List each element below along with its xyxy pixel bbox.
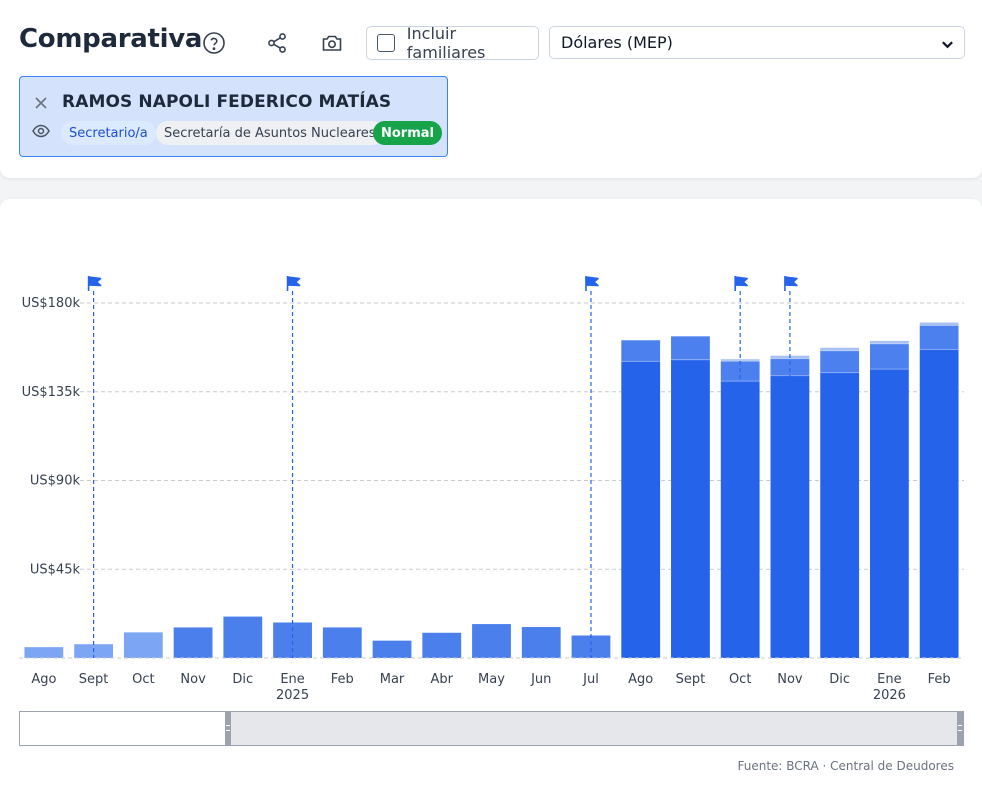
bar-minor	[869, 340, 909, 344]
role-badge: Secretario/a	[61, 121, 156, 145]
range-slider[interactable]	[19, 711, 964, 746]
currency-select[interactable]: Dólares (MEP)	[549, 26, 965, 59]
range-slider-right-handle[interactable]	[957, 712, 963, 745]
help-circle-icon[interactable]	[201, 30, 227, 56]
flag-icon	[286, 276, 301, 291]
bar-base	[223, 616, 263, 658]
x-tick-label: Dic	[829, 672, 850, 687]
bar-base	[820, 372, 860, 658]
flag-icon	[734, 276, 748, 291]
asset-comparison-chart: US$45k US$90k US$135k US$180k Ago Sept Oct Nov D…	[19, 276, 964, 703]
y-tick-label: US$45k	[30, 562, 81, 577]
bar-base	[372, 640, 412, 658]
x-tick-label: Feb	[928, 672, 951, 687]
bar-extra	[820, 350, 860, 373]
x-tick-label: Dic	[232, 672, 253, 687]
x-tick-label: Ago	[628, 672, 653, 687]
bar-base	[422, 632, 462, 658]
include-family-toggle[interactable]: Incluir familiares	[366, 24, 539, 62]
person-card: RAMOS NAPOLI FEDERICO MATÍAS Secretario/…	[19, 76, 448, 157]
data-source-note: Fuente: BCRA · Central de Deudores	[737, 759, 954, 773]
organization-badge: Secretaría de Asuntos Nucleares	[156, 121, 384, 145]
bar-base	[24, 647, 64, 658]
x-tick-label: Sept	[676, 672, 706, 687]
bar-base	[521, 627, 561, 658]
bar-base	[621, 361, 661, 658]
x-tick-label: Nov	[777, 672, 803, 687]
bar-base	[173, 627, 213, 658]
flag-icon	[585, 276, 599, 291]
bar-base	[472, 624, 511, 658]
page-title: Comparativa	[19, 24, 203, 54]
x-tick-label: Feb	[331, 672, 354, 687]
currency-select-value: Dólares (MEP)	[561, 33, 673, 52]
x-tick-label: Ago	[31, 672, 56, 687]
share-icon[interactable]	[264, 30, 290, 56]
flag-icon	[87, 276, 102, 291]
x-tick-label: Abr	[431, 672, 454, 687]
chevron-down-icon	[941, 36, 954, 49]
include-family-checkbox[interactable]	[377, 34, 395, 52]
bar-minor	[720, 359, 760, 362]
x-tick-label: Ene	[280, 672, 304, 687]
x-year-label: 2026	[873, 688, 906, 703]
x-tick-label: Jul	[582, 672, 599, 687]
x-tick-label: Oct	[729, 672, 751, 687]
status-badge: Normal	[373, 121, 442, 145]
bar-extra	[919, 325, 959, 350]
y-tick-label: US$180k	[22, 296, 81, 311]
bar-base	[919, 349, 959, 658]
chart-card: US$45k US$90k US$135k US$180k Ago Sept Oct Nov D…	[0, 199, 982, 788]
x-tick-label: Jun	[530, 672, 551, 687]
bar-minor	[919, 322, 959, 326]
bar-base	[869, 369, 909, 658]
flag-icon	[784, 276, 798, 291]
x-tick-label: Nov	[180, 672, 206, 687]
bar-extra	[770, 358, 810, 376]
comparison-header-card: Comparativa Incluir familiares Dólares (…	[0, 0, 982, 178]
y-tick-label: US$135k	[22, 385, 81, 400]
x-year-label: 2025	[276, 688, 309, 703]
x-tick-label: Ene	[877, 672, 901, 687]
eye-icon[interactable]	[32, 123, 50, 138]
bar-base	[671, 359, 710, 658]
person-name: RAMOS NAPOLI FEDERICO MATÍAS	[62, 92, 392, 112]
range-slider-left-handle[interactable]	[225, 712, 231, 745]
bar-base	[123, 632, 163, 658]
bar-extra	[671, 336, 710, 360]
bar-base	[571, 635, 611, 658]
bar-extra	[621, 340, 661, 362]
y-tick-label: US$90k	[30, 474, 81, 489]
include-family-label: Incluir familiares	[406, 24, 486, 62]
close-icon[interactable]	[33, 95, 49, 111]
bar-minor	[820, 347, 860, 351]
camera-icon[interactable]	[319, 30, 345, 56]
x-tick-label: Sept	[79, 672, 109, 687]
x-tick-label: May	[478, 672, 505, 687]
range-slider-selection[interactable]	[228, 712, 963, 745]
x-tick-label: Mar	[380, 672, 405, 687]
x-tick-label: Oct	[132, 672, 154, 687]
bar-extra	[869, 343, 909, 370]
bar-base	[322, 627, 362, 658]
